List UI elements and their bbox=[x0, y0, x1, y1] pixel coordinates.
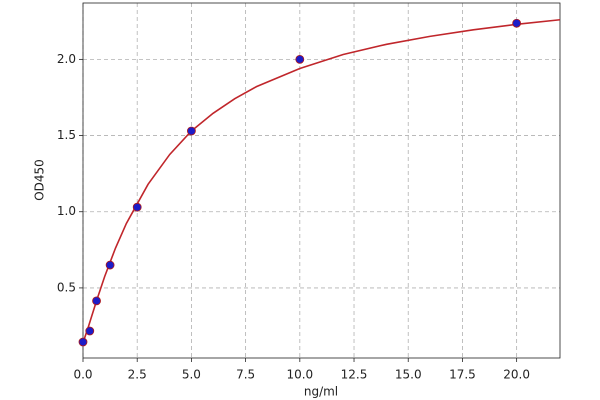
x-tick-label: 2.5 bbox=[128, 368, 147, 382]
x-tick-label: 10.0 bbox=[286, 368, 313, 382]
data-point bbox=[512, 18, 522, 28]
x-tick-label: 7.5 bbox=[236, 368, 255, 382]
y-tick-label: 1.5 bbox=[57, 128, 76, 142]
plot-frame bbox=[82, 2, 561, 359]
y-tick-label: 0.5 bbox=[57, 280, 76, 294]
data-point bbox=[187, 126, 196, 136]
data-point bbox=[132, 202, 142, 212]
data-point bbox=[92, 296, 101, 306]
data-point bbox=[78, 337, 88, 347]
x-tick-label: 17.5 bbox=[449, 368, 476, 382]
x-tick-label: 20.0 bbox=[503, 368, 530, 382]
data-point bbox=[295, 54, 305, 64]
fit-curve bbox=[82, 18, 561, 344]
y-tick-label: 1.0 bbox=[57, 204, 76, 218]
y-tick-label: 2.0 bbox=[57, 52, 76, 66]
y-axis-label: OD450 bbox=[33, 159, 47, 201]
x-tick-label: 5.0 bbox=[182, 368, 201, 382]
data-point bbox=[85, 326, 95, 336]
x-axis-label: ng/ml bbox=[304, 385, 338, 399]
x-tick-label: 0.0 bbox=[73, 368, 92, 382]
x-tick-label: 15.0 bbox=[395, 368, 422, 382]
data-point bbox=[105, 260, 115, 270]
x-tick-label: 12.5 bbox=[341, 368, 368, 382]
